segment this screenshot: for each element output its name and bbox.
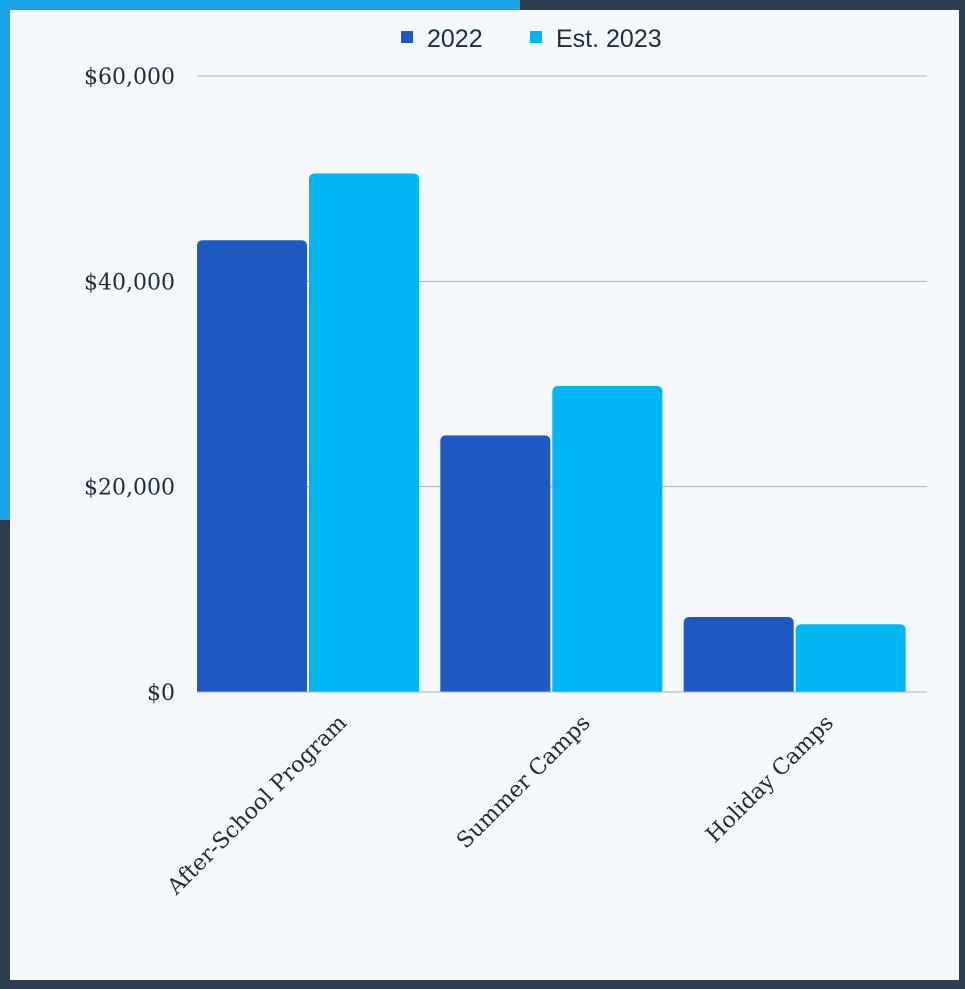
y-tick-label: $0 <box>147 681 175 706</box>
legend-swatch <box>530 31 542 43</box>
legend-label: 2022 <box>427 25 483 53</box>
bar-est-2023-0 <box>309 173 419 693</box>
y-tick-label: $60,000 <box>84 65 175 90</box>
bar-2022-0 <box>197 240 307 692</box>
legend-label: Est. 2023 <box>556 25 662 53</box>
legend-swatch <box>401 31 413 43</box>
x-tick-label: Holiday Camps <box>702 711 839 848</box>
y-tick-label: $40,000 <box>84 270 175 295</box>
bars <box>197 173 906 693</box>
bar-2022-2 <box>683 617 794 692</box>
bar-est-2023-2 <box>795 624 906 692</box>
x-axis-labels: After-School Program Summer Camps Holiday … <box>162 710 839 900</box>
y-tick-label: $20,000 <box>84 476 175 501</box>
x-tick-label: After-School Program <box>162 710 352 900</box>
bar-2022-1 <box>440 435 551 692</box>
y-axis-labels: $0 $20,000 $40,000 $60,000 <box>84 65 175 706</box>
legend: 2022 Est. 2023 <box>401 25 662 53</box>
bar-est-2023-1 <box>552 386 663 692</box>
x-tick-label: Summer Camps <box>452 711 595 854</box>
